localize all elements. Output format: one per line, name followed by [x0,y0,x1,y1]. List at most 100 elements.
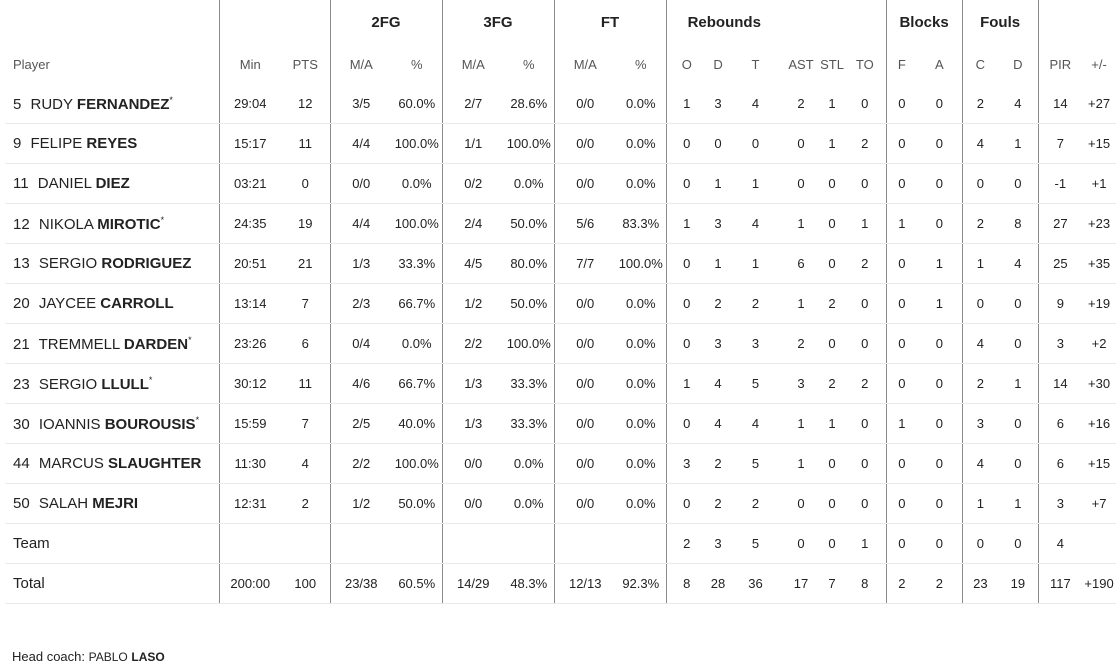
stat-foul-c: 1 [961,483,999,524]
stat-blk-a: 1 [917,283,963,324]
stat-blk-a: 0 [917,443,963,484]
player-last-name: LLULL [101,375,149,393]
player-name-cell: 20 JAYCEE CARROLL [5,283,219,324]
stat-pir: 6 [1037,403,1083,444]
stat-reb-t: 5 [729,363,783,404]
stat-pir: 14 [1037,363,1083,404]
stat-pir: 3 [1037,323,1083,364]
stat-pir: 14 [1037,84,1083,124]
player-number: 30 [13,415,30,433]
group-spacer [782,0,886,44]
stat-foul-c: 3 [961,403,999,444]
stat-fg3-pct: 50.0% [504,283,554,324]
col-foul-d: D [1013,56,1023,72]
player-last-name: MEJRI [92,495,139,512]
stat-reb-o: 0 [665,323,708,364]
player-last-name: FERNANDEZ [76,95,170,113]
stat-ft-pct: 92.3% [616,563,667,604]
stat-ft-ma: 0/0 [553,123,616,164]
stat-ft-ma: 0/0 [553,443,616,484]
stat-stl: 2 [820,283,845,324]
stat-ft-ma: 0/0 [553,283,616,324]
player-name-cell: 21 TREMMELL DARDEN* [5,323,219,364]
stat-to: 0 [844,323,887,364]
stat-fg2-ma: 3/5 [329,84,392,124]
player-row: 12 NIKOLA MIROTIC* 24:35 19 4/4 100.0% 2/4 50.… [5,203,1117,244]
col-blk-a: A [934,56,944,72]
stat-fg3-ma: 2/2 [441,323,504,364]
player-number: 23 [13,375,30,393]
stat-ft-ma: 5/6 [553,203,616,244]
stat-fg3-ma: 2/4 [441,203,504,244]
stat-min: 23:26 [218,323,281,364]
col-blk-f: F [885,44,918,84]
stat-stl: 0 [820,523,845,564]
stat-fg3-pct: 0.0% [504,483,554,524]
stat-reb-t: 4 [729,203,783,244]
stat-pm: +30 [1082,363,1117,404]
group-ft: FT [553,0,667,44]
group-rebounds: Rebounds [665,0,783,44]
stat-ft-pct: 0.0% [616,363,667,404]
stat-stl: 1 [820,403,845,444]
stat-min: 03:21 [218,163,281,204]
player-last-name: REYES [86,135,138,152]
col-3fg-ma: M/A [441,44,504,84]
stat-pts: 2 [281,483,330,524]
col-ast: AST [788,56,814,72]
stat-fg2-ma: 0/4 [329,323,392,364]
player-name-cell: 12 NIKOLA MIROTIC* [5,203,219,244]
player-row: 50 SALAH MEJRI 12:31 2 1/2 50.0% 0/0 0.0% 0/0 0.… [5,483,1117,524]
stat-reb-o: 3 [665,443,708,484]
stat-reb-t: 1 [729,163,783,204]
stat-foul-c: 4 [961,323,999,364]
stat-min: 15:59 [218,403,281,444]
player-row: 11 DANIEL DIEZ 03:21 0 0/0 0.0% 0/2 0.0% 0/0 0.0… [5,163,1117,204]
stat-stl: 0 [820,323,845,364]
stat-fg2-pct: 60.0% [392,84,442,124]
player-first-name: SERGIO [38,375,98,393]
stat-reb-o: 1 [665,84,708,124]
box-score-table: 2FG 3FG FT Rebounds Blocks Fouls Player … [5,0,1117,604]
stat-blk-a: 0 [917,163,963,204]
col-reb-d: D [713,56,723,72]
stat-to: 0 [844,403,887,444]
stat-pm: +7 [1082,483,1117,524]
stat-stl: 0 [820,443,845,484]
stat-ast: 1 [782,283,821,324]
stat-pir: 6 [1037,443,1083,484]
col-2fg-ma: M/A [329,44,392,84]
stat-to: 2 [844,363,887,404]
stat-pts: 19 [281,203,330,244]
stat-fg2-pct: 100.0% [392,123,442,164]
stat-reb-o: 8 [665,563,708,604]
stat-pir: 4 [1037,523,1083,564]
stat-pm: +15 [1082,443,1117,484]
player-number: 44 [13,455,30,472]
player-row: 5 RUDY FERNANDEZ* 29:04 12 3/5 60.0% 2/7 28.6%… [5,84,1117,124]
player-row: 9 FELIPE REYES 15:17 11 4/4 100.0% 1/1 100.0% 0… [5,123,1117,164]
stat-blk-a: 0 [917,363,963,404]
stat-ft-ma: 0/0 [553,403,616,444]
stat-fg3-pct [504,523,554,564]
stat-ast: 0 [782,523,821,564]
stat-ast: 1 [782,203,821,244]
player-last-name: MIROTIC [97,215,161,233]
stat-ft-ma: 0/0 [553,323,616,364]
player-last-name: DARDEN [123,335,189,353]
stat-min: 11:30 [218,443,281,484]
stat-blk-f: 0 [885,483,918,524]
stat-blk-a: 0 [917,523,963,564]
stat-fg3-pct: 33.3% [504,363,554,404]
stat-ft-ma: 0/0 [553,84,616,124]
stat-blk-f: 0 [885,243,918,284]
stat-ft-pct: 0.0% [616,84,667,124]
stat-foul-d: 1 [998,363,1039,404]
stat-stl: 0 [820,483,845,524]
group-blocks: Blocks [885,0,963,44]
stat-foul-c: 4 [961,443,999,484]
stat-blk-a: 0 [917,403,963,444]
group-3fg: 3FG [441,0,554,44]
stat-pts: 11 [281,123,330,164]
head-coach-last-name: LASO [131,650,165,664]
